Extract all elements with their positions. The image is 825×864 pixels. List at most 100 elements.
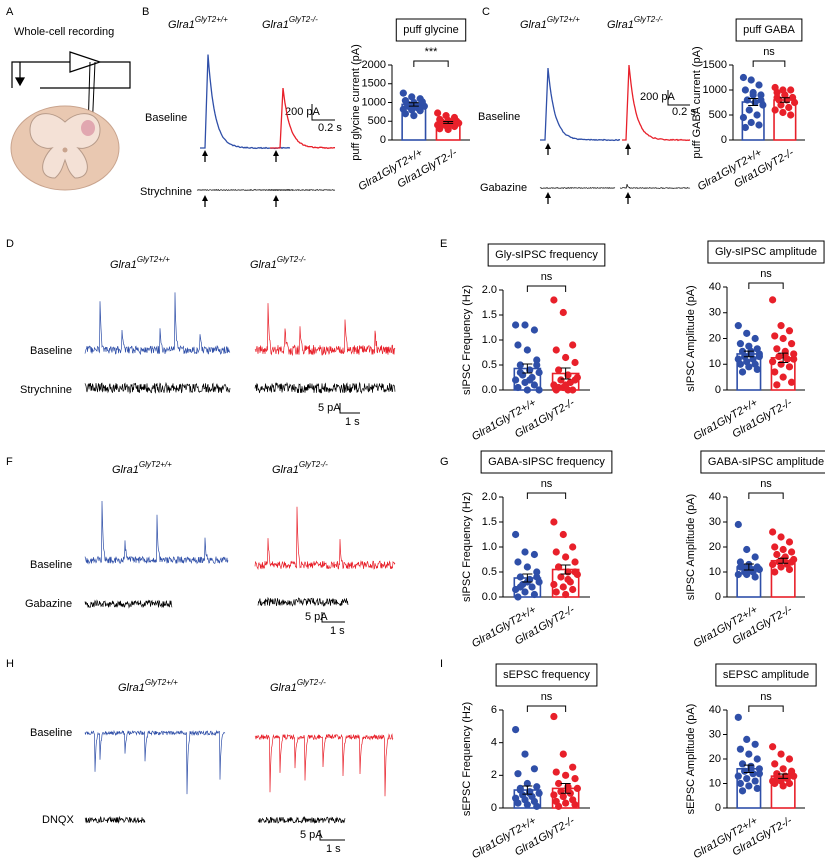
data-point — [771, 760, 779, 768]
data-point — [734, 570, 742, 579]
data-point — [514, 341, 522, 349]
current-trace — [84, 729, 226, 795]
data-point — [444, 125, 452, 134]
data-point — [779, 334, 787, 343]
error-bar — [743, 563, 754, 571]
data-point — [745, 750, 753, 758]
y-tick-label: 1.5 — [482, 309, 497, 321]
data-point — [790, 350, 798, 358]
data-point — [571, 558, 579, 566]
data-point — [747, 76, 755, 84]
data-point — [734, 772, 742, 780]
data-point — [785, 565, 794, 574]
data-point — [557, 376, 565, 384]
data-point — [755, 352, 763, 361]
data-point — [569, 341, 577, 349]
data-point — [769, 528, 777, 536]
puff-response — [540, 67, 621, 142]
scale-label: 0.2 s — [318, 122, 342, 134]
genotype-header: Glra1GlyT2-/- — [250, 255, 306, 271]
panel-label: B — [142, 6, 149, 18]
title-box — [700, 450, 825, 474]
data-point — [514, 770, 522, 778]
data-point — [408, 93, 416, 101]
y-axis-label: sEPSC Frequency (Hz) — [461, 702, 473, 816]
data-point — [533, 356, 541, 364]
spinal-cord — [10, 105, 120, 191]
data-point — [790, 355, 798, 363]
panel-label: G — [440, 456, 449, 468]
condition-label: Gabazine — [25, 598, 72, 610]
data-point — [771, 543, 779, 551]
y-tick-label: 2 — [491, 769, 497, 781]
data-point — [734, 520, 742, 529]
data-point — [569, 763, 577, 771]
data-point — [777, 101, 785, 109]
y-tick-label: 0.0 — [482, 591, 497, 603]
data-point — [771, 568, 779, 576]
error-bar — [560, 367, 571, 380]
data-point — [773, 381, 781, 389]
y-tick-label: 1.5 — [482, 516, 497, 528]
y-tick-label: 1000 — [362, 96, 386, 108]
genotype-header: Glra1GlyT2-/- — [262, 15, 318, 31]
significance-bracket — [526, 705, 567, 712]
error-bar — [743, 764, 754, 773]
puff-arrow-head — [625, 143, 631, 149]
panel-label: H — [6, 658, 14, 670]
y-tick-label: 2.0 — [482, 284, 497, 296]
genotype-header: Glra1GlyT2+/+ — [110, 255, 170, 271]
data-point — [785, 363, 794, 371]
current-trace — [619, 184, 691, 189]
y-tick-label: 1500 — [703, 59, 727, 71]
significance-label: ns — [760, 478, 772, 490]
chart-title: GABA-sIPSC frequency — [488, 456, 605, 468]
data-point — [751, 553, 759, 561]
data-point — [753, 755, 761, 763]
data-point — [757, 91, 765, 99]
data-point — [552, 588, 560, 596]
gene-name: Glra1 — [110, 259, 137, 271]
data-point — [533, 783, 541, 791]
y-tick-label: 500 — [709, 109, 727, 121]
data-point — [521, 548, 529, 556]
data-point — [773, 88, 781, 97]
data-point — [771, 332, 779, 340]
current-trace — [84, 500, 229, 565]
data-point — [526, 366, 534, 374]
y-tick-label: 20 — [709, 332, 721, 344]
y-tick-label: 0 — [380, 134, 386, 146]
y-tick-label: 0 — [715, 384, 721, 396]
data-point — [769, 358, 777, 366]
data-point — [573, 784, 581, 793]
genotype-header: Glra1GlyT2-/- — [607, 15, 663, 31]
condition-label: Strychnine — [140, 186, 192, 198]
data-point — [771, 779, 779, 788]
title-box — [395, 18, 467, 42]
error-bar — [560, 564, 571, 575]
y-tick-label: 0.0 — [482, 384, 497, 396]
data-point — [787, 86, 795, 94]
genotype: GlyT2-/- — [297, 678, 326, 687]
significance-bracket — [748, 282, 784, 289]
puff-response — [270, 87, 335, 150]
y-tick-label: 0.5 — [482, 359, 497, 371]
data-point — [521, 750, 529, 758]
data-point — [569, 543, 577, 551]
data-point — [743, 775, 751, 783]
data-point — [530, 381, 539, 389]
data-point — [512, 726, 520, 734]
genotype: GlyT2-/- — [299, 460, 328, 469]
data-point — [410, 112, 418, 120]
significance-label: ns — [760, 691, 772, 703]
data-point — [785, 755, 794, 763]
data-point — [743, 329, 751, 337]
genotype: GlyT2+/+ — [139, 460, 172, 469]
condition-label: Baseline — [145, 112, 187, 124]
data-point — [526, 376, 534, 384]
current-trace — [254, 506, 396, 571]
condition-label: Baseline — [30, 559, 72, 571]
data-point — [533, 568, 541, 576]
bar — [773, 99, 797, 141]
current-trace — [254, 733, 394, 797]
